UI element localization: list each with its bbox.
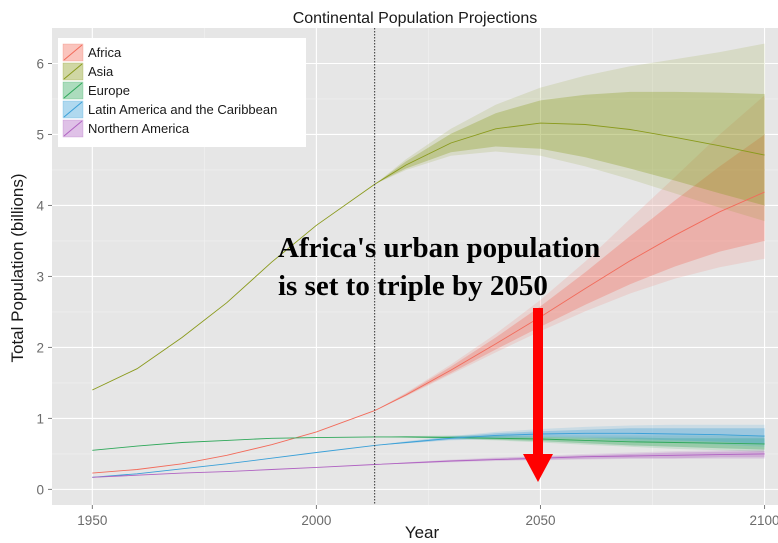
legend-swatch-line	[63, 120, 83, 137]
y-tick-label: 5	[36, 127, 44, 142]
x-tick-label: 2100	[750, 513, 778, 528]
legend-label: Africa	[88, 45, 122, 60]
annotation-line-1: Africa's urban population	[278, 232, 600, 264]
northern-america-band-80	[374, 451, 765, 465]
legend-swatch-line	[63, 82, 83, 99]
latin-america-and-the-caribbean-band-95	[374, 424, 765, 447]
legend-label: Asia	[88, 64, 114, 79]
europe-line	[92, 436, 765, 451]
y-axis-label: Total Population (billions)	[8, 174, 27, 363]
africa-line	[92, 191, 765, 474]
legend-label: Northern America	[88, 121, 190, 136]
legend-label: Latin America and the Caribbean	[88, 102, 277, 117]
uncertainty-bands	[374, 43, 765, 465]
series-lines	[92, 122, 765, 478]
annotation-line-2: is set to triple by 2050	[278, 270, 548, 302]
x-axis-label: Year	[405, 523, 440, 542]
x-tick-label: 1950	[77, 513, 107, 528]
arrow-head	[523, 454, 553, 482]
legend-item-europe: Europe	[62, 81, 130, 100]
africa-band-95	[374, 95, 765, 411]
y-tick-label: 3	[36, 269, 44, 284]
y-tick-label: 2	[36, 340, 44, 355]
northern-america-line	[92, 453, 765, 478]
asia-line	[92, 122, 765, 391]
y-tick-label: 1	[36, 411, 44, 426]
europe-band-80	[374, 436, 765, 450]
europe-band-95	[374, 435, 765, 452]
annotation: Africa's urban population is set to trip…	[278, 232, 600, 302]
latin-america-and-the-caribbean-band-80	[374, 428, 765, 446]
y-tick-label: 0	[36, 482, 44, 497]
legend-item-asia: Asia	[62, 62, 114, 81]
legend: Africa Asia Europe Latin America and the Ca…	[58, 38, 306, 147]
asia-band-95	[374, 43, 765, 222]
y-tick-label: 6	[36, 56, 44, 71]
legend-swatch-line	[63, 101, 83, 118]
legend-swatch-line	[63, 63, 83, 80]
x-tick-label: 2000	[301, 513, 331, 528]
legend-label: Europe	[88, 83, 130, 98]
x-tick-label: 2050	[525, 513, 555, 528]
asia-band-80	[374, 91, 765, 206]
red-arrow	[523, 308, 553, 482]
arrow-shaft	[533, 308, 543, 456]
y-tick-label: 4	[36, 198, 44, 213]
gridlines	[52, 28, 778, 505]
legend-item-northern-america: Northern America	[62, 119, 190, 138]
legend-item-latin-america-and-the-caribbean: Latin America and the Caribbean	[62, 100, 277, 119]
axis-ticks: 1950 2000 2050 2100 0 1 2 3 4 5 6	[36, 56, 778, 528]
legend-swatch-line	[63, 44, 83, 61]
chart-title: Continental Population Projections	[293, 10, 538, 27]
legend-item-africa: Africa	[62, 43, 122, 62]
legend-box	[58, 38, 306, 147]
latin-america-and-the-caribbean-line	[92, 432, 765, 478]
